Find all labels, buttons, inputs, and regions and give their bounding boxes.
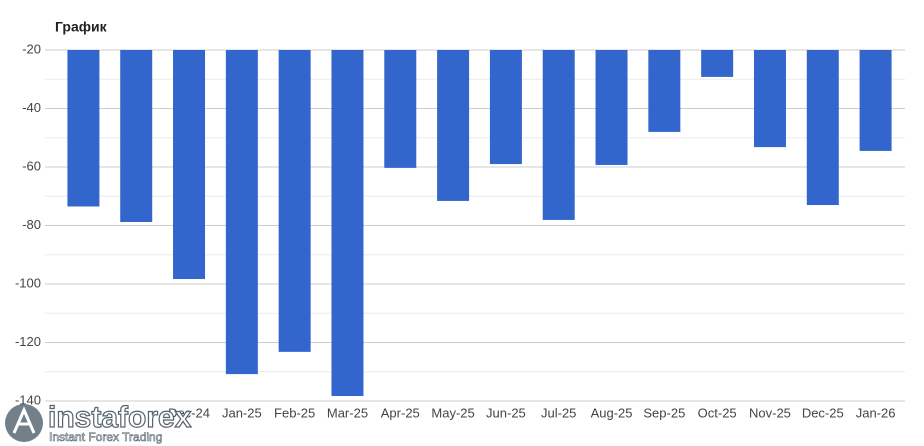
bar [648, 50, 681, 132]
bar [859, 50, 892, 151]
x-tick-label: Oct-25 [698, 405, 737, 420]
watermark: instaforex Instant Forex Trading [5, 400, 192, 444]
bar [173, 50, 206, 280]
x-tick-label: Jun-25 [486, 405, 526, 420]
y-tick-label: -60 [22, 158, 41, 173]
x-tick-label: Mar-25 [327, 405, 368, 420]
bar [225, 50, 258, 375]
x-tick-label: Jan-25 [222, 405, 262, 420]
bar [384, 50, 417, 168]
y-tick-label: -100 [15, 275, 41, 290]
watermark-logo-mark [12, 406, 36, 434]
bar [701, 50, 734, 77]
bar [489, 50, 522, 165]
x-tick-label: Dec-25 [802, 405, 844, 420]
bar [437, 50, 470, 201]
x-tick-label: Jul-25 [541, 405, 576, 420]
x-tick-label: Apr-25 [381, 405, 420, 420]
bar [67, 50, 100, 207]
bar [278, 50, 311, 352]
x-tick-label: Jan-26 [856, 405, 896, 420]
x-tick-label: Dec-24 [168, 405, 210, 420]
bar [542, 50, 575, 220]
bar [331, 50, 364, 397]
bar [753, 50, 786, 148]
y-tick-label: -140 [15, 392, 41, 407]
bar [120, 50, 153, 222]
x-tick-label: May-25 [431, 405, 474, 420]
chart-title: График [55, 19, 108, 35]
x-tick-label: Nov-25 [749, 405, 791, 420]
y-tick-label: -40 [22, 100, 41, 115]
bar [806, 50, 839, 206]
x-tick-label: Feb-25 [274, 405, 315, 420]
y-tick-label: -120 [15, 334, 41, 349]
x-tick-label: Aug-25 [591, 405, 633, 420]
watermark-brand: instaforex [48, 401, 192, 434]
bar [595, 50, 628, 165]
x-tick-label: Sep-25 [643, 405, 685, 420]
y-tick-label: -20 [22, 41, 41, 56]
watermark-tagline: Instant Forex Trading [49, 430, 162, 444]
y-tick-label: -80 [22, 217, 41, 232]
